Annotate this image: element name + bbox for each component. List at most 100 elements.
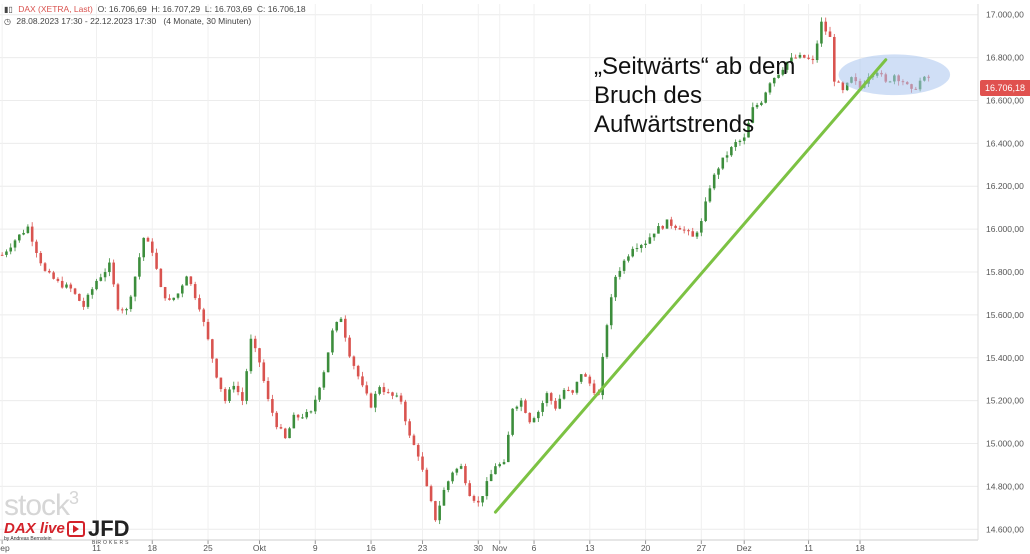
- candle-body: [69, 284, 73, 289]
- candle-body: [820, 21, 823, 44]
- x-tick-label: 11: [92, 543, 101, 553]
- candle-body: [618, 270, 622, 277]
- candle-body: [464, 466, 467, 484]
- candle-body: [485, 481, 489, 497]
- candle-body: [211, 339, 214, 359]
- candle-body: [138, 257, 141, 277]
- candle-body: [644, 243, 647, 246]
- chart-grid: [0, 4, 978, 540]
- candle-body: [541, 403, 544, 412]
- candle-body: [708, 188, 712, 202]
- candle-body: [459, 466, 463, 469]
- candle-body: [215, 358, 218, 378]
- candle-body: [5, 251, 8, 255]
- candle-body: [309, 411, 313, 413]
- candle-body: [691, 231, 695, 237]
- x-tick-label: 13: [585, 543, 595, 553]
- candle-body: [515, 406, 519, 409]
- candle-body: [700, 221, 703, 233]
- candle-body: [494, 466, 497, 475]
- candle-body: [678, 227, 682, 230]
- candle-body: [391, 392, 394, 396]
- y-tick-label: 15.000,00: [986, 439, 1024, 449]
- candle-body: [807, 57, 810, 59]
- candle-body: [588, 376, 592, 384]
- candle-body: [747, 122, 750, 138]
- candle-body: [446, 481, 450, 490]
- candle-body: [734, 142, 737, 148]
- candle-body: [339, 318, 343, 322]
- candle-body: [73, 288, 77, 294]
- candle-body: [682, 229, 686, 231]
- candle-body: [755, 104, 759, 108]
- candle-body: [584, 374, 587, 377]
- candle-body: [365, 385, 369, 394]
- x-axis: Sep 11 18 25 Okt 9 16 23 30 Nov 6 13 20 27 Dez 11 18: [0, 539, 978, 553]
- candle-body: [601, 356, 604, 396]
- candle-body: [9, 247, 13, 252]
- candle-body: [725, 155, 729, 158]
- uptrend-line: [493, 58, 888, 514]
- candle-body: [202, 309, 206, 322]
- candle-body: [845, 82, 849, 91]
- candle-body: [82, 300, 85, 307]
- candle-body: [283, 428, 287, 439]
- candle-body: [764, 92, 767, 103]
- candle-body: [30, 226, 34, 242]
- x-tick-label: 30: [474, 543, 484, 553]
- symbol-label: DAX (XETRA, Last): [18, 4, 93, 14]
- candle-body: [571, 390, 574, 393]
- candle-body: [129, 296, 133, 310]
- candle-body: [657, 226, 660, 234]
- clock-icon: ◷: [4, 17, 11, 26]
- candle-body: [266, 380, 270, 400]
- candle-body: [206, 321, 210, 340]
- candle-body: [674, 225, 677, 228]
- candle-body: [635, 248, 639, 250]
- candle-body: [249, 338, 253, 372]
- x-tick-label: 11: [804, 543, 813, 553]
- candle-body: [794, 57, 797, 59]
- candle-body: [39, 252, 43, 264]
- candle-body: [301, 417, 304, 419]
- candle-body: [472, 496, 476, 501]
- y-tick-label: 17.000,00: [986, 10, 1024, 20]
- candle-body: [155, 252, 158, 269]
- x-tick-label: Sep: [0, 543, 10, 553]
- candle-body: [176, 293, 180, 298]
- candle-body: [253, 338, 257, 349]
- high-value: H: 16.707,29: [151, 4, 201, 14]
- candle-body: [824, 21, 828, 32]
- candle-body: [232, 385, 236, 390]
- candle-body: [99, 277, 103, 281]
- candle-body: [768, 83, 772, 93]
- candle-body: [661, 226, 665, 229]
- candle-body: [742, 137, 746, 141]
- candle-body: [163, 287, 167, 299]
- candle-body: [56, 278, 60, 281]
- candle-body: [348, 337, 351, 357]
- candle-body: [22, 232, 25, 235]
- candle-body: [292, 414, 296, 429]
- candle-body: [356, 365, 360, 377]
- candle-body: [554, 400, 557, 409]
- candle-body: [545, 393, 549, 404]
- x-tick-label: 18: [855, 543, 865, 553]
- y-tick-label: 14.600,00: [986, 524, 1024, 534]
- candle-body: [0, 254, 4, 256]
- candle-body: [65, 284, 68, 288]
- candle-body: [609, 297, 613, 326]
- candle-body: [562, 389, 566, 399]
- candle-body: [833, 36, 836, 82]
- jfd-sub: BROKERS: [92, 540, 131, 546]
- candle-body: [95, 280, 98, 290]
- candle-body: [322, 372, 326, 388]
- candle-body: [378, 387, 381, 394]
- candle-body: [159, 268, 163, 288]
- x-tick-label: 27: [697, 543, 707, 553]
- candle-body: [335, 321, 339, 331]
- candle-body: [537, 411, 540, 419]
- candle-body: [481, 496, 484, 503]
- candle-body: [181, 285, 184, 294]
- y-tick-label: 16.600,00: [986, 95, 1024, 105]
